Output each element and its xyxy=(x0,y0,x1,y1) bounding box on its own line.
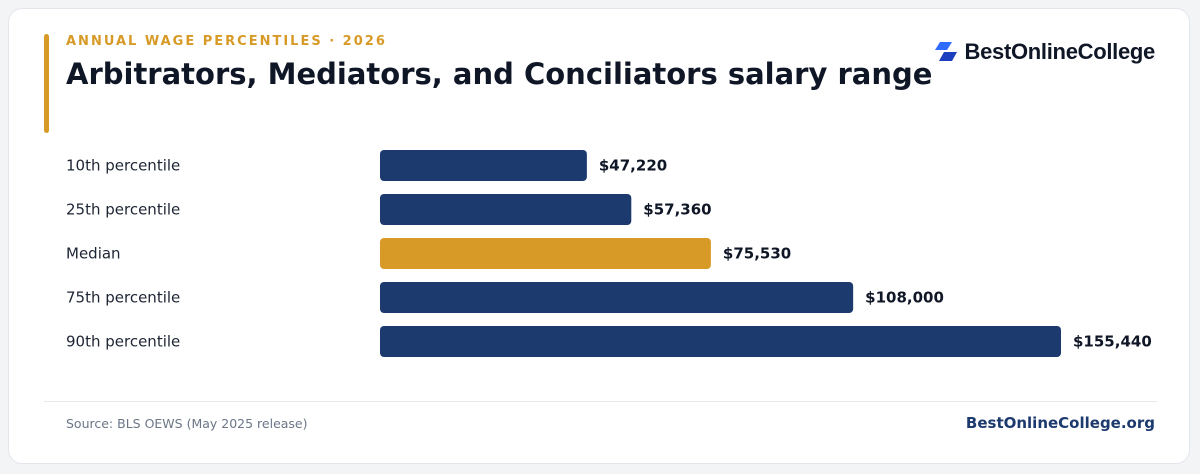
brand-logo[interactable]: BestOnlineCollege xyxy=(933,39,1156,65)
logo-text: BestOnlineCollege xyxy=(964,39,1156,64)
category-label-10th-percentile: 10th percentile xyxy=(66,157,180,175)
value-label-10th-percentile: $47,220 xyxy=(599,157,667,175)
category-label-75th-percentile: 75th percentile xyxy=(66,289,180,307)
value-label-median: $75,530 xyxy=(723,245,791,263)
chart-title: Arbitrators, Mediators, and Conciliators… xyxy=(66,57,933,91)
footer-divider xyxy=(44,401,1157,402)
accent-bar xyxy=(44,34,49,133)
chart-card: ANNUAL WAGE PERCENTILES · 2026 Arbitrato… xyxy=(8,8,1190,464)
bar-25th-percentile xyxy=(380,194,632,225)
source-note: Source: BLS OEWS (May 2025 release) xyxy=(66,416,308,431)
salary-bar-chart: 10th percentile $47,220 25th percentile $57… xyxy=(66,150,1152,357)
value-label-90th-percentile: $155,440 xyxy=(1073,333,1152,351)
bar-10th-percentile xyxy=(380,150,587,181)
category-label-90th-percentile: 90th percentile xyxy=(66,333,180,351)
bar-90th-percentile xyxy=(380,326,1061,357)
chart-eyebrow: ANNUAL WAGE PERCENTILES · 2026 xyxy=(66,34,387,49)
category-label-median: Median xyxy=(66,245,121,263)
value-label-25th-percentile: $57,360 xyxy=(643,201,711,219)
bar-median xyxy=(380,238,711,269)
logo-mark-icon xyxy=(934,42,957,61)
site-link[interactable]: BestOnlineCollege.org xyxy=(965,414,1155,432)
category-label-25th-percentile: 25th percentile xyxy=(66,201,180,219)
bar-75th-percentile xyxy=(380,282,854,313)
value-label-75th-percentile: $108,000 xyxy=(865,289,944,307)
